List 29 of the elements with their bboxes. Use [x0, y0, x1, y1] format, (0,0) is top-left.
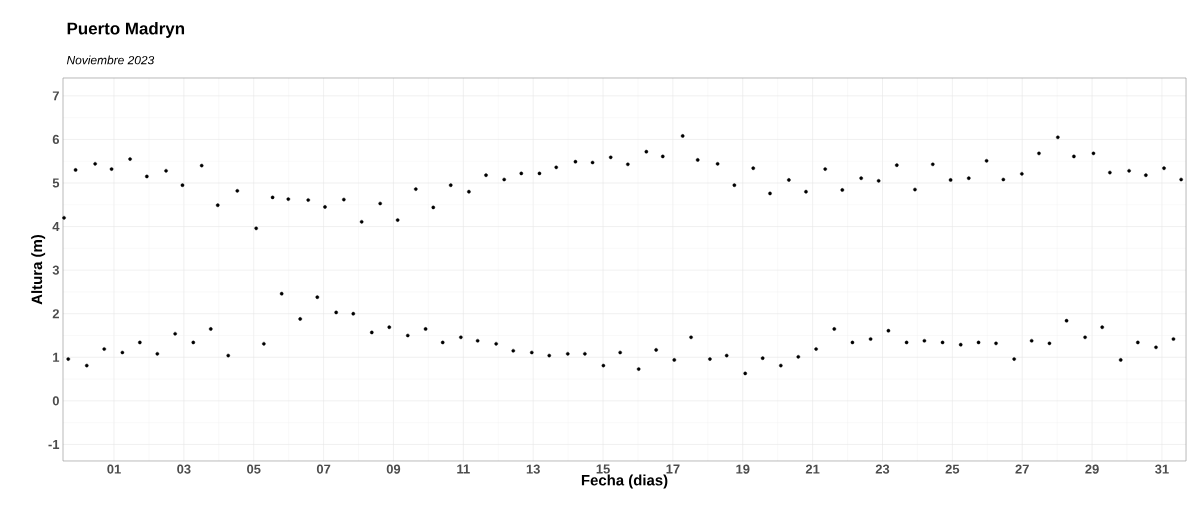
x-tick-label: 25 [945, 464, 960, 474]
y-tick-label: 7 [52, 91, 59, 101]
y-tick-label: 3 [52, 265, 60, 275]
y-tick-label: 1 [53, 352, 60, 362]
x-tick-label: 21 [805, 464, 820, 474]
y-tick-label: 4 [52, 222, 60, 232]
x-tick-label: 17 [666, 464, 680, 474]
x-tick-label: 27 [1015, 464, 1029, 474]
x-tick-label: 13 [526, 464, 540, 474]
x-tick-label: 05 [247, 464, 261, 474]
x-tick-label: 15 [596, 464, 610, 474]
x-tick-label: 03 [177, 464, 191, 474]
y-tick-label: 6 [52, 134, 60, 145]
x-tick-label: 19 [736, 464, 750, 474]
x-tick-label: 11 [457, 464, 470, 474]
x-tick-label: 09 [386, 464, 401, 474]
x-axis-title: Fecha (dias) [581, 474, 668, 489]
x-tick-label: 29 [1085, 464, 1099, 474]
chart-title: Puerto Madryn [67, 22, 185, 38]
y-axis-title: Altura (m) [31, 234, 46, 305]
y-tick-label: 2 [52, 309, 59, 319]
y-tick-label: -1 [48, 439, 60, 449]
x-tick-label: 01 [107, 464, 121, 474]
y-tick-label: 5 [52, 178, 60, 188]
y-tick-label: 0 [52, 396, 59, 406]
chart-subtitle: Noviembre 2023 [66, 55, 155, 65]
x-tick-label: 07 [316, 464, 331, 474]
x-tick-label: 31 [1155, 464, 1169, 474]
x-tick-label: 23 [875, 464, 890, 474]
